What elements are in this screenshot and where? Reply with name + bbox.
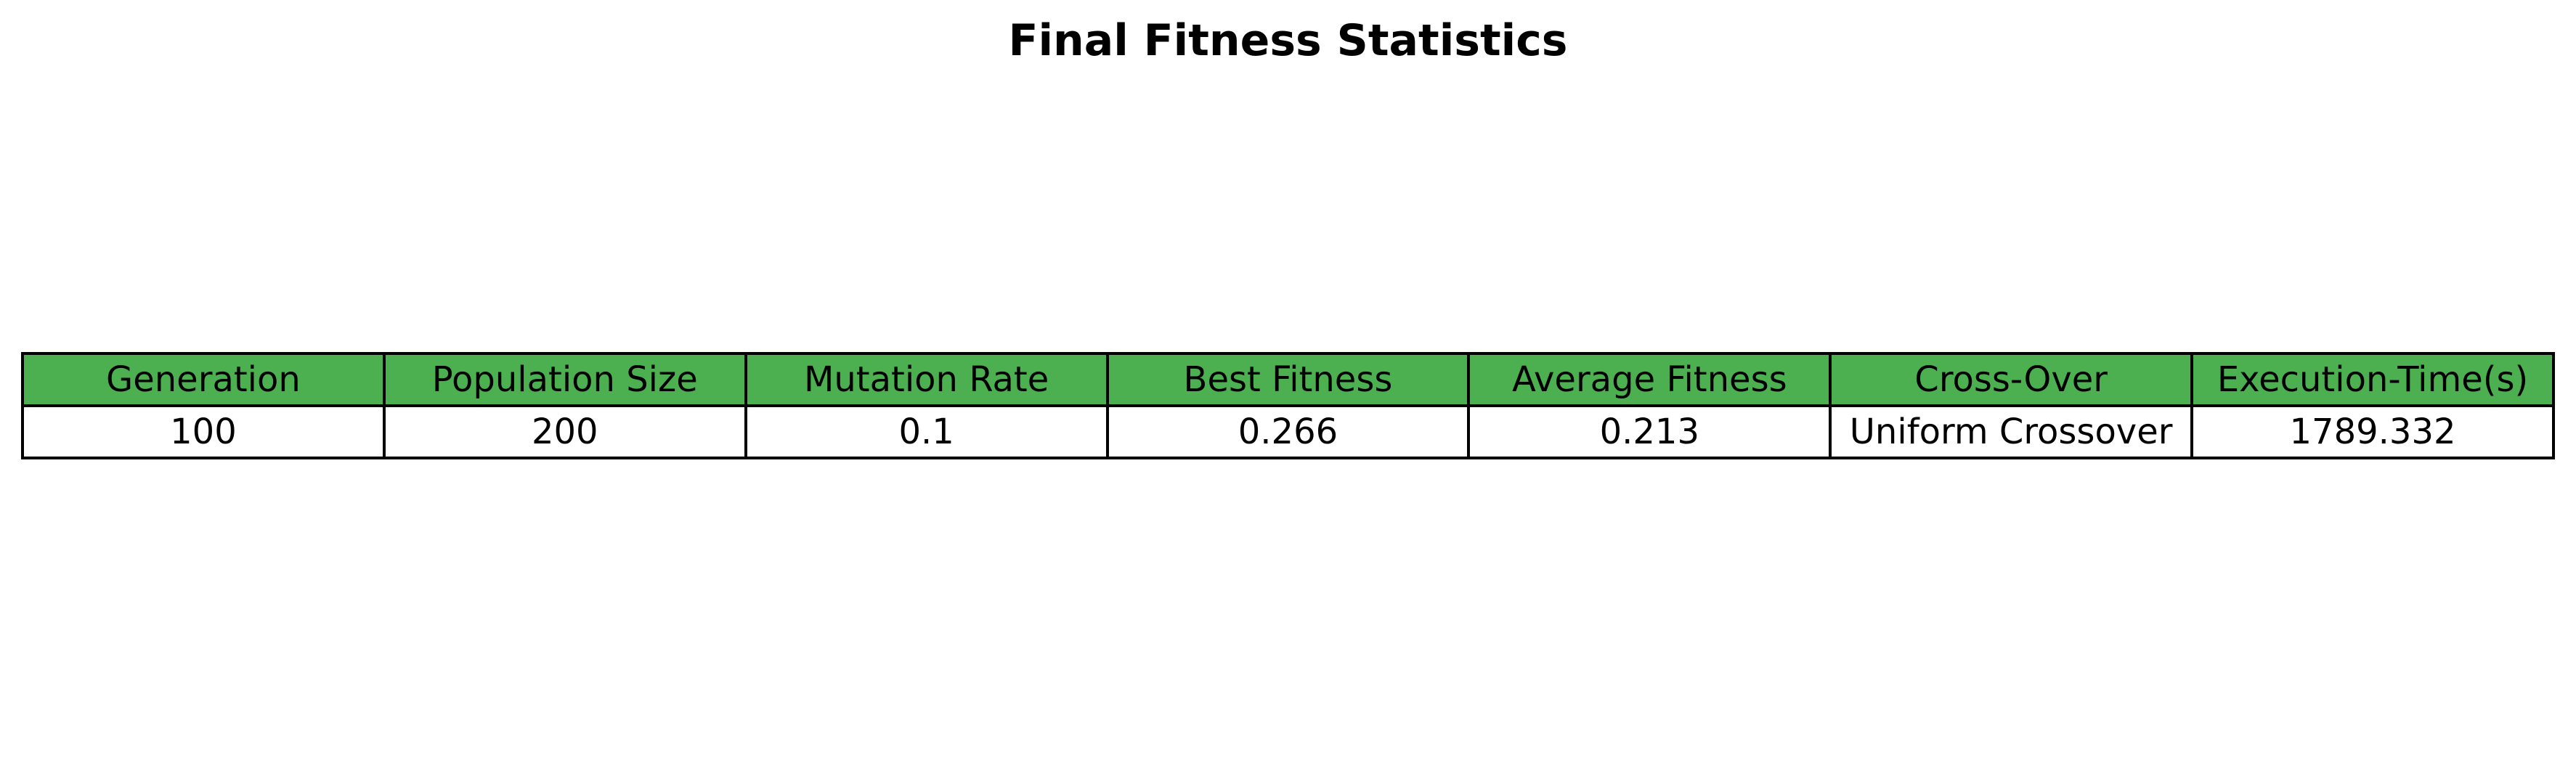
table-header-row: Generation Population Size Mutation Rate… bbox=[21, 352, 2555, 407]
header-cell-generation: Generation bbox=[21, 352, 386, 407]
cell-average-fitness: 0.213 bbox=[1467, 404, 1832, 459]
cell-mutation-rate: 0.1 bbox=[744, 404, 1109, 459]
table-row: 100 200 0.1 0.266 0.213 Uniform Crossove… bbox=[21, 404, 2555, 459]
cell-population-size: 200 bbox=[382, 404, 747, 459]
header-cell-execution-time: Execution-Time(s) bbox=[2190, 352, 2555, 407]
header-cell-mutation-rate: Mutation Rate bbox=[744, 352, 1109, 407]
cell-cross-over: Uniform Crossover bbox=[1829, 404, 2194, 459]
chart-title: Final Fitness Statistics bbox=[1008, 15, 1568, 66]
header-cell-population-size: Population Size bbox=[382, 352, 747, 407]
stats-table: Generation Population Size Mutation Rate… bbox=[21, 352, 2555, 459]
cell-best-fitness: 0.266 bbox=[1105, 404, 1471, 459]
header-cell-cross-over: Cross-Over bbox=[1829, 352, 2194, 407]
header-cell-best-fitness: Best Fitness bbox=[1105, 352, 1471, 407]
header-cell-average-fitness: Average Fitness bbox=[1467, 352, 1832, 407]
cell-execution-time: 1789.332 bbox=[2190, 404, 2555, 459]
cell-generation: 100 bbox=[21, 404, 386, 459]
